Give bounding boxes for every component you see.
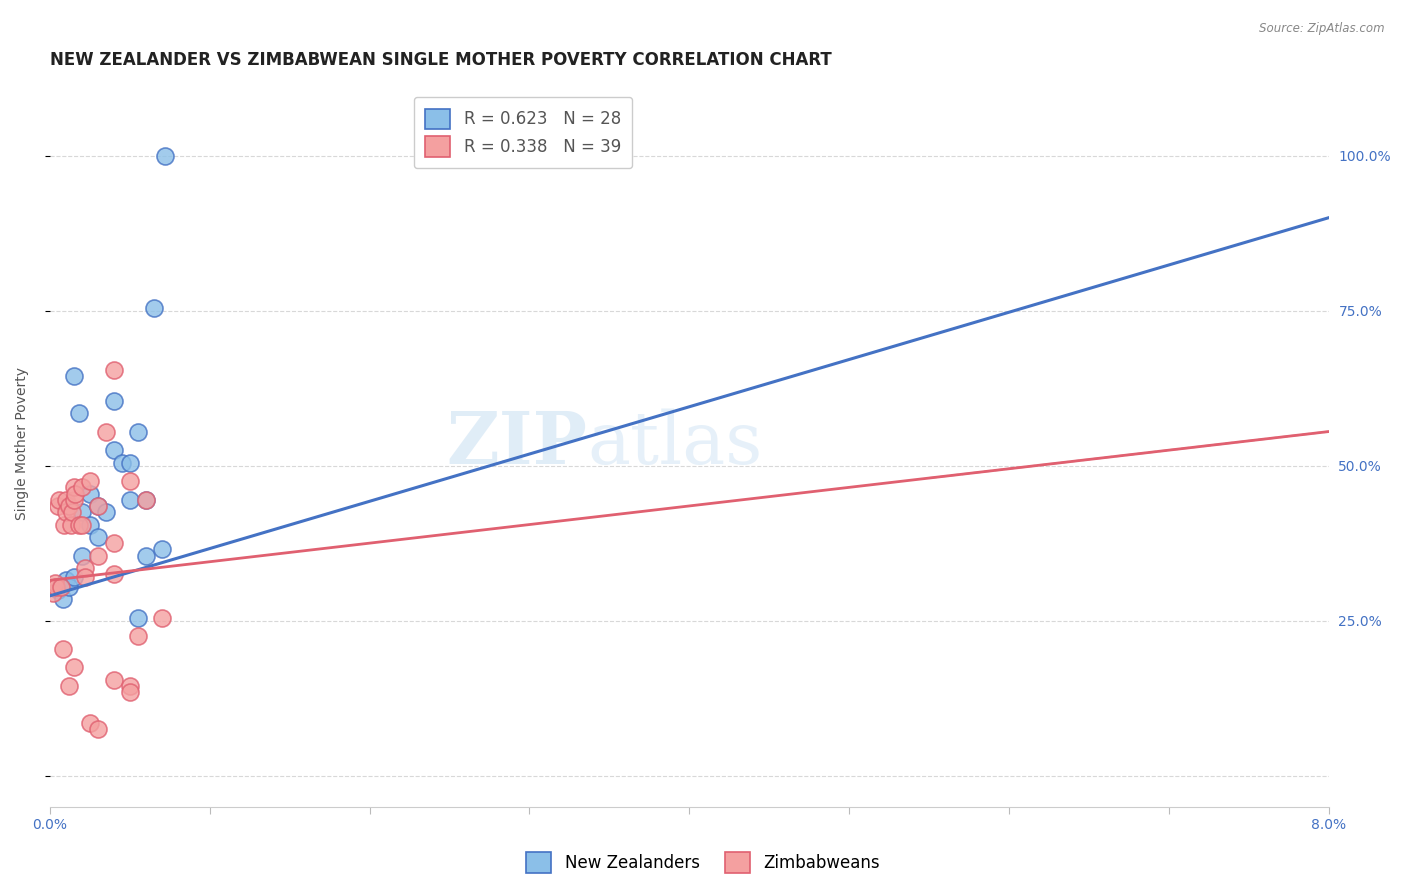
Point: [135, 549, 157, 563]
Point: [48, 492, 70, 507]
Point: [118, 679, 141, 693]
Point: [70, 549, 93, 563]
Point: [65, 486, 87, 500]
Point: [60, 505, 83, 519]
Point: [79, 715, 101, 730]
Point: [79, 517, 101, 532]
Point: [87, 549, 110, 563]
Point: [52, 641, 75, 656]
Point: [55, 492, 77, 507]
Point: [150, 542, 173, 557]
Point: [103, 673, 125, 687]
Point: [49, 580, 72, 594]
Point: [127, 610, 149, 624]
Point: [87, 530, 110, 544]
Point: [103, 362, 125, 376]
Point: [70, 517, 93, 532]
Text: atlas: atlas: [586, 409, 762, 479]
Point: [62, 570, 84, 584]
Point: [150, 610, 173, 624]
Point: [87, 499, 110, 513]
Text: Source: ZipAtlas.com: Source: ZipAtlas.com: [1260, 22, 1385, 36]
Point: [44, 576, 66, 591]
Point: [118, 474, 141, 488]
Point: [67, 517, 90, 532]
Point: [59, 517, 82, 532]
Point: [94, 425, 117, 439]
Point: [142, 301, 165, 315]
Point: [55, 505, 77, 519]
Point: [103, 443, 125, 458]
Point: [46, 582, 69, 597]
Point: [46, 499, 69, 513]
Point: [70, 480, 93, 494]
Point: [103, 393, 125, 408]
Point: [58, 499, 80, 513]
Point: [53, 517, 76, 532]
Legend: New Zealanders, Zimbabweans: New Zealanders, Zimbabweans: [520, 846, 886, 880]
Point: [118, 456, 141, 470]
Point: [42, 586, 65, 600]
Point: [94, 505, 117, 519]
Point: [153, 149, 176, 163]
Point: [55, 574, 77, 588]
Point: [79, 474, 101, 488]
Point: [52, 591, 75, 606]
Point: [73, 570, 96, 584]
Text: ZIP: ZIP: [446, 409, 586, 480]
Point: [118, 492, 141, 507]
Point: [127, 629, 149, 643]
Point: [62, 660, 84, 674]
Point: [127, 425, 149, 439]
Point: [62, 368, 84, 383]
Point: [62, 492, 84, 507]
Point: [58, 580, 80, 594]
Point: [67, 406, 90, 420]
Point: [103, 536, 125, 550]
Point: [87, 499, 110, 513]
Text: NEW ZEALANDER VS ZIMBABWEAN SINGLE MOTHER POVERTY CORRELATION CHART: NEW ZEALANDER VS ZIMBABWEAN SINGLE MOTHE…: [49, 51, 831, 69]
Point: [79, 486, 101, 500]
Legend: R = 0.623   N = 28, R = 0.338   N = 39: R = 0.623 N = 28, R = 0.338 N = 39: [413, 97, 633, 169]
Point: [58, 679, 80, 693]
Point: [70, 505, 93, 519]
Point: [103, 567, 125, 582]
Point: [111, 456, 134, 470]
Point: [45, 580, 67, 594]
Point: [135, 492, 157, 507]
Point: [62, 480, 84, 494]
Point: [118, 685, 141, 699]
Point: [73, 561, 96, 575]
Point: [87, 722, 110, 736]
Y-axis label: Single Mother Poverty: Single Mother Poverty: [15, 368, 30, 520]
Point: [135, 492, 157, 507]
